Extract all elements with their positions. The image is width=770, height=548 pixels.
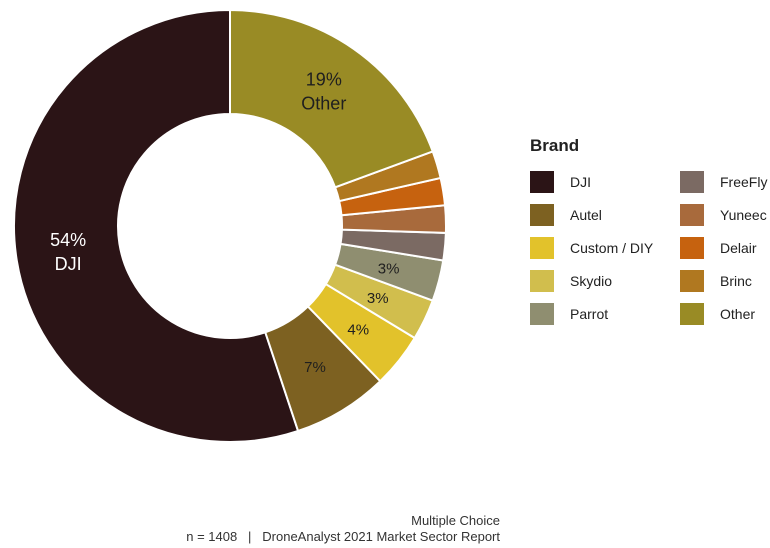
slice-other <box>229 8 434 189</box>
legend-label: Custom / DIY <box>570 239 654 256</box>
legend-swatch <box>680 302 704 325</box>
legend-item: Yuneec <box>680 198 770 231</box>
legend-swatch <box>680 170 704 193</box>
legend-label: Other <box>720 305 756 322</box>
legend-item: FreeFly <box>680 165 770 198</box>
slice-label: 3% <box>378 261 400 278</box>
caption-source: n = 1408 | DroneAnalyst 2021 Market Sect… <box>186 529 500 544</box>
slice-label: 19% Other <box>301 69 346 113</box>
legend-grid: DJI FreeFly Autel Yuneec Custom / DIY Delair S… <box>530 165 770 330</box>
legend-label: Yuneec <box>720 206 767 223</box>
slice-label: 4% <box>347 321 369 338</box>
legend-item: Delair <box>680 231 770 264</box>
legend-swatch <box>530 170 554 193</box>
legend-label: Autel <box>570 206 602 223</box>
slice-dji <box>13 8 300 443</box>
caption-question-type: Multiple Choice <box>411 513 500 528</box>
slice-label: 3% <box>367 290 389 307</box>
legend-label: Parrot <box>570 305 609 322</box>
legend-item: Skydio <box>530 264 680 297</box>
legend-item: DJI <box>530 165 680 198</box>
legend-swatch <box>680 236 704 259</box>
legend-label: Brinc <box>720 272 752 289</box>
legend-item: Autel <box>530 198 680 231</box>
legend-title: Brand <box>530 136 580 155</box>
legend-item: Parrot <box>530 297 680 330</box>
legend-label: FreeFly <box>720 173 768 190</box>
legend-swatch <box>530 269 554 292</box>
legend-item: Other <box>680 297 770 330</box>
legend-item: Brinc <box>680 264 770 297</box>
legend-swatch <box>680 203 704 226</box>
caption: Multiple Choice n = 1408 | DroneAnalyst … <box>186 513 500 545</box>
legend-swatch <box>530 302 554 325</box>
legend-label: Delair <box>720 239 757 256</box>
slice-label: 7% <box>304 359 326 376</box>
legend-label: Skydio <box>570 272 613 289</box>
slice-label: 54% DJI <box>50 230 86 274</box>
legend-swatch <box>680 269 704 292</box>
legend-swatch <box>530 203 554 226</box>
legend-item: Custom / DIY <box>530 231 680 264</box>
legend-swatch <box>530 236 554 259</box>
legend-label: DJI <box>570 173 591 190</box>
legend: Brand DJI FreeFly Autel Yuneec Custom / DIY D… <box>530 136 770 330</box>
donut-chart: 54% DJI 7% 4% 3% 3% 19% Other <box>13 8 447 443</box>
